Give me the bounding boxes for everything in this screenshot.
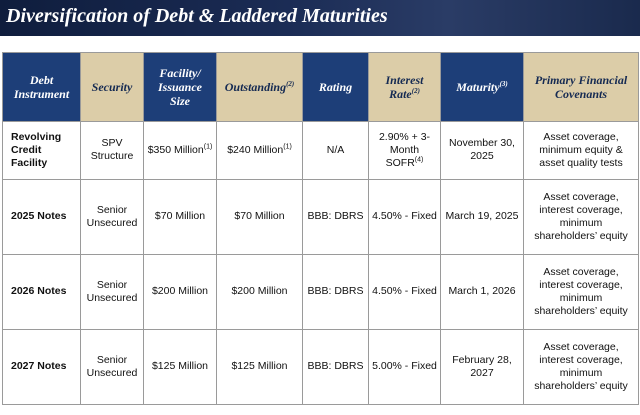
column-header: Maturity(3) [440, 52, 524, 122]
cell-text: Debt Instrument [13, 73, 70, 101]
table-cell: 2.90% + 3-Month SOFR(4) [368, 121, 441, 180]
cell-text: Senior Unsecured [86, 353, 138, 379]
table-cell: Asset coverage, interest coverage, minim… [523, 178, 639, 255]
table-row: Revolving Credit Facility SPV Structure $3… [2, 121, 639, 180]
table-cell: Asset coverage, minimum equity & asset q… [523, 121, 639, 180]
cell-text: Asset coverage, interest coverage, minim… [534, 340, 628, 392]
cell-text: 4.50% - Fixed [372, 210, 437, 223]
table-cell: Asset coverage, interest coverage, minim… [523, 253, 639, 330]
footnote-ref: (1) [283, 143, 292, 151]
cell-text: $125 Million [151, 360, 209, 373]
table-cell: N/A [302, 121, 369, 180]
column-header: Facility/ Issuance Size [143, 52, 217, 122]
page-title: Diversification of Debt & Laddered Matur… [6, 5, 388, 27]
cell-text: Security [91, 80, 133, 94]
table-cell: Senior Unsecured [80, 253, 144, 330]
cell-text: $70 Million [234, 210, 285, 223]
row-label: 2025 Notes [2, 178, 81, 255]
table-row: 2026 Notes Senior Unsecured $200 Million $2… [2, 253, 639, 330]
table-cell: November 30, 2025 [440, 121, 524, 180]
cell-text: Outstanding [224, 80, 287, 94]
cell-text: March 1, 2026 [448, 285, 516, 298]
header-row: Debt Instrument Security Facility/ Issuanc… [2, 52, 639, 122]
cell-text: 5.00% - Fixed [372, 360, 437, 373]
cell-text: $200 Million [231, 285, 288, 298]
cell-text: 2025 Notes [11, 210, 67, 223]
table-cell: March 19, 2025 [440, 178, 524, 255]
cell-text: $70 Million [154, 210, 206, 223]
table-cell: February 28, 2027 [440, 328, 524, 406]
cell-text: Asset coverage, interest coverage, minim… [534, 265, 628, 317]
cell-text: $200 Million [151, 285, 209, 298]
table-body: Revolving Credit Facility SPV Structure $3… [2, 121, 639, 406]
column-header: Primary Financial Covenants [523, 52, 639, 122]
footnote-ref: (3) [499, 80, 508, 88]
cell-text: Senior Unsecured [86, 203, 138, 229]
cell-text: Revolving Credit Facility [11, 130, 62, 169]
cell-text: Senior Unsecured [86, 278, 138, 304]
column-header: Security [80, 52, 144, 122]
cell-text: Asset coverage, interest coverage, minim… [534, 190, 628, 242]
table-cell: $70 Million [216, 178, 303, 255]
table-cell: $200 Million [216, 253, 303, 330]
table-cell: March 1, 2026 [440, 253, 524, 330]
table-cell: $200 Million [143, 253, 217, 330]
table-cell: $350 Million(1) [143, 121, 217, 180]
column-header: Debt Instrument [2, 52, 81, 122]
cell-text: $125 Million [231, 360, 288, 373]
cell-text: 2026 Notes [11, 285, 67, 298]
cell-text: Interest Rate [385, 73, 424, 101]
cell-text: BBB: DBRS [307, 210, 364, 223]
row-label: Revolving Credit Facility [2, 121, 81, 180]
table-cell: BBB: DBRS [302, 253, 369, 330]
table-cell: 4.50% - Fixed [368, 253, 441, 330]
row-label: 2027 Notes [2, 328, 81, 406]
table-cell: $125 Million [216, 328, 303, 406]
cell-text: BBB: DBRS [307, 360, 364, 373]
cell-text: March 19, 2025 [445, 210, 519, 223]
cell-text: N/A [326, 143, 345, 156]
cell-text: $240 Million [227, 143, 284, 156]
banner: Diversification of Debt & Laddered Matur… [0, 0, 640, 36]
footnote-ref: (1) [203, 143, 213, 151]
cell-text: 2027 Notes [11, 360, 67, 373]
table-cell: BBB: DBRS [302, 178, 369, 255]
row-label: 2026 Notes [2, 253, 81, 330]
cell-text: November 30, 2025 [449, 137, 515, 163]
column-header: Outstanding(2) [216, 52, 303, 122]
table-cell: Senior Unsecured [80, 328, 144, 406]
table-cell: Senior Unsecured [80, 178, 144, 255]
cell-text: 2.90% + 3-Month SOFR [378, 130, 431, 169]
table-row: 2027 Notes Senior Unsecured $125 Million $1… [2, 328, 639, 406]
table-cell: $240 Million(1) [216, 121, 303, 180]
footnote-ref: (4) [414, 156, 424, 164]
table-row: 2025 Notes Senior Unsecured $70 Million $70… [2, 178, 639, 255]
cell-text: Rating [318, 80, 353, 94]
cell-text: Asset coverage, minimum equity & asset q… [539, 130, 623, 169]
column-header: Rating [302, 52, 369, 122]
footnote-ref: (2) [411, 87, 420, 95]
table-cell: 4.50% - Fixed [368, 178, 441, 255]
table-cell: $70 Million [143, 178, 217, 255]
cell-text: Facility/ Issuance Size [157, 66, 202, 108]
table-cell: 5.00% - Fixed [368, 328, 441, 406]
cell-text: BBB: DBRS [307, 285, 364, 298]
table-cell: $125 Million [143, 328, 217, 406]
table-cell: SPV Structure [80, 121, 144, 180]
cell-text: Primary Financial Covenants [534, 73, 628, 101]
cell-text: February 28, 2027 [452, 353, 512, 379]
table-cell: Asset coverage, interest coverage, minim… [523, 328, 639, 406]
table-cell: BBB: DBRS [302, 328, 369, 406]
footnote-ref: (2) [286, 80, 295, 88]
column-header: Interest Rate(2) [368, 52, 441, 122]
cell-text: SPV Structure [90, 137, 134, 163]
cell-text: $350 Million [147, 143, 204, 156]
debt-table: Debt Instrument Security Facility/ Issuanc… [2, 52, 639, 406]
cell-text: 4.50% - Fixed [372, 285, 437, 298]
cell-text: Maturity [456, 80, 500, 94]
